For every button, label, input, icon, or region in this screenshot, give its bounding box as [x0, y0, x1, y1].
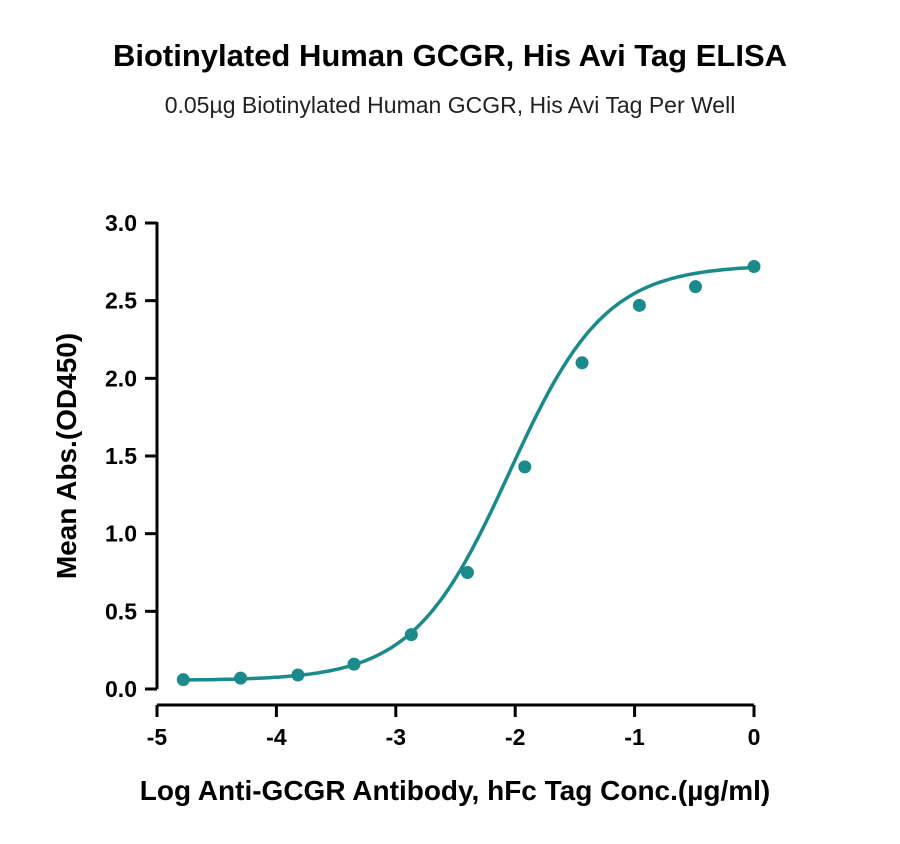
data-point [347, 657, 361, 671]
data-point [518, 460, 532, 474]
y-tick-label: 0.5 [105, 598, 137, 624]
y-tick-label: 1.5 [105, 443, 137, 469]
y-tick-label: 0.0 [105, 676, 137, 702]
axes: 0.0 0.5 1.0 1.5 2.0 2.5 3.0 -5 -4 -3 -2 -1 0 [105, 210, 760, 750]
data-point [404, 628, 418, 642]
y-tick-label: 2.0 [105, 365, 137, 391]
chart-subtitle: 0.05µg Biotinylated Human GCGR, His Avi … [164, 92, 736, 118]
y-axis-label: Mean Abs.(OD450) [51, 333, 82, 579]
x-tick-label: -4 [266, 724, 287, 750]
data-point [460, 566, 474, 579]
data-point [688, 280, 702, 294]
data-point [747, 259, 761, 273]
fit-curve [183, 265, 755, 682]
data-point [291, 668, 305, 682]
y-tick-label: 2.5 [105, 288, 137, 314]
x-tick-label: -3 [386, 724, 406, 750]
x-axis-label: Log Anti-GCGR Antibody, hFc Tag Conc.(µg… [140, 775, 771, 806]
x-tick-label: -5 [147, 724, 168, 750]
data-point [575, 356, 589, 370]
fit-curve-group [183, 265, 755, 682]
chart-title: Biotinylated Human GCGR, His Avi Tag ELI… [112, 38, 788, 73]
data-point [176, 673, 190, 687]
x-tick-label: -1 [624, 724, 645, 750]
x-tick-label: -2 [505, 724, 525, 750]
data-point [234, 671, 248, 685]
y-tick-label: 3.0 [105, 210, 137, 236]
data-point [632, 298, 646, 312]
data-points-group [176, 259, 761, 687]
y-tick-label: 1.0 [105, 521, 137, 547]
x-tick-label: 0 [748, 724, 761, 750]
